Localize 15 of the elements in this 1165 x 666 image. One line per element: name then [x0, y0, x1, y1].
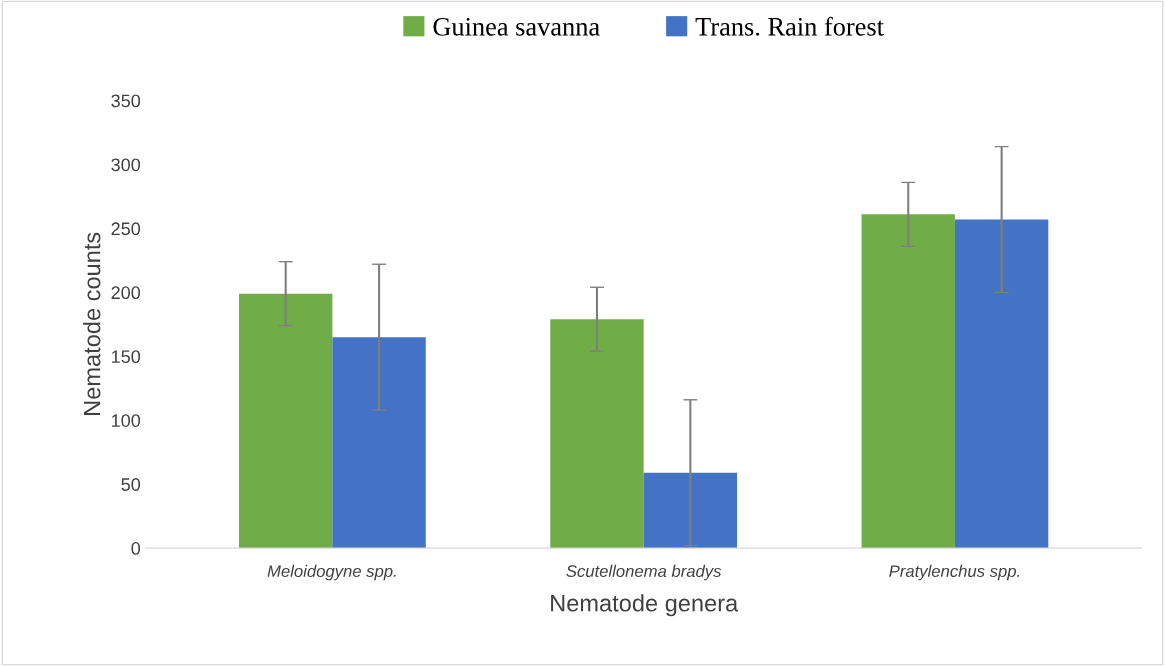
legend-label: Trans. Rain forest: [695, 16, 884, 36]
y-tick-label: 250: [111, 222, 141, 236]
y-tick-label: 0: [131, 542, 141, 555]
y-tick-label: 350: [111, 94, 141, 108]
x-tick-label: Meloidogyne spp.: [267, 564, 396, 581]
x-tick-label: Pratylenchus spp.: [889, 564, 1020, 581]
y-tick-label: 150: [112, 350, 141, 364]
y-axis-title: Nematode counts: [83, 232, 101, 415]
y-tick-label: 100: [112, 414, 141, 427]
y-tick-label: 300: [111, 158, 141, 172]
legend-label: Guinea savanna: [433, 17, 600, 36]
y-tick-label: 50: [121, 478, 141, 491]
y-tick-label: 200: [111, 286, 141, 300]
x-axis-title: Nematode genera: [551, 594, 739, 617]
x-tick-label: Scutellonema bradys: [566, 564, 722, 581]
